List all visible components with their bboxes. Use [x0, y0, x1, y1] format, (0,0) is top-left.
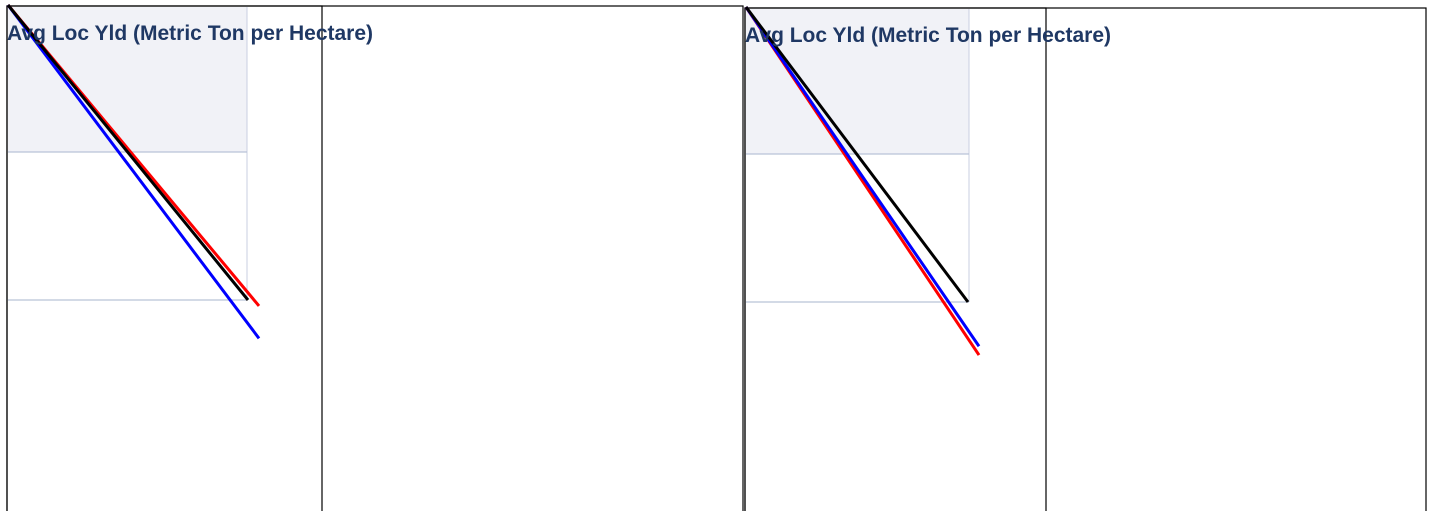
series-lines	[744, 6, 981, 356]
chart-title: Avg Loc Yld (Metric Ton per Hectare)	[745, 24, 1111, 47]
series-line-blue	[6, 4, 261, 340]
inner-frame	[6, 5, 323, 511]
series-line-black	[6, 4, 250, 301]
series-lines	[6, 4, 261, 340]
inner-frame	[744, 7, 1047, 511]
chart-panel-1: Avg Loc Yld (Metric Ton per Hectare)	[6, 4, 744, 511]
upper-band	[8, 7, 247, 152]
chart-title: Avg Loc Yld (Metric Ton per Hectare)	[7, 22, 373, 45]
series-line-black	[744, 6, 970, 303]
upper-band	[746, 9, 969, 154]
chart-panel-2: Avg Loc Yld (Metric Ton per Hectare)	[744, 6, 1427, 511]
series-line-blue	[744, 6, 981, 348]
